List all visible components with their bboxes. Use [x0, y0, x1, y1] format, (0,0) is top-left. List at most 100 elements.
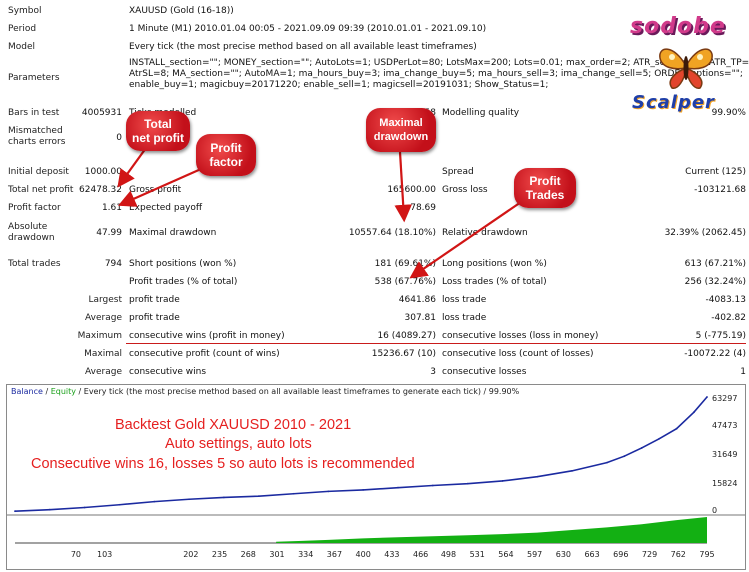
balance-point	[693, 411, 695, 414]
total-trades-value: 794	[104, 259, 122, 269]
short-positions-value: 181 (69.61%)	[374, 259, 436, 269]
highlight-separator-top	[126, 343, 746, 344]
average-profit-value: 307.81	[404, 313, 437, 323]
balance-point	[362, 489, 365, 491]
maximal-drawdown-label: Maximal drawdown	[129, 228, 217, 238]
chart-plot	[7, 396, 745, 544]
largest-label: Largest	[88, 295, 122, 305]
x-tick-label: 531	[469, 550, 485, 559]
balance-point	[83, 506, 86, 509]
average-consecutive-losses-label: consecutive losses	[442, 367, 527, 377]
balance-point	[223, 496, 225, 499]
total-net-profit-label: Total net profit	[8, 185, 74, 195]
arrow-total-net-profit	[117, 147, 147, 188]
profit-factor-value: 1.61	[101, 203, 122, 213]
average-label: Average	[85, 313, 122, 323]
maximal-label: Maximal	[84, 349, 122, 359]
period-value: 1 Minute (M1) 2010.01.04 00:05 - 2021.09…	[129, 24, 487, 34]
average-loss-label: loss trade	[442, 313, 487, 323]
modelling-quality-value: 99.90%	[711, 108, 746, 118]
x-tick-label: 367	[326, 550, 343, 559]
x-tick-label: 334	[298, 550, 314, 559]
x-tick-label: 103	[97, 550, 113, 559]
x-tick-label: 235	[211, 550, 228, 559]
callout-profit-trades: Profit Trades	[514, 168, 576, 208]
initial-deposit-value: 1000.00	[84, 167, 122, 177]
maximal-loss-label: consecutive loss (count of losses)	[442, 349, 594, 359]
callout-profit-factor: Profit factor	[196, 134, 256, 176]
gross-profit-value: 165600.00	[387, 185, 436, 195]
callout-total-net-profit-line-2: net profit	[132, 131, 184, 145]
maximal-loss-value: -10072.22 (4)	[684, 349, 746, 359]
x-tick-label: 466	[412, 550, 429, 559]
chart-header: Balance / Equity / Every tick (the most …	[11, 387, 519, 396]
callout-profit-factor-line-2: factor	[209, 155, 243, 169]
y-tick-label: 63297	[712, 394, 738, 403]
y-tick-label: 15824	[712, 479, 738, 488]
y-tick-label: 0	[712, 506, 718, 515]
legend-separator: /	[42, 387, 51, 396]
bars-in-test-label: Bars in test	[8, 108, 60, 118]
maximal-profit-label: consecutive profit (count of wins)	[129, 349, 280, 359]
x-tick-label: 498	[440, 550, 457, 559]
model-label: Model	[8, 42, 36, 52]
balance-point	[431, 484, 434, 487]
x-tick-label: 268	[240, 550, 256, 559]
expected-payoff-value: 78.69	[410, 203, 436, 213]
initial-deposit-label: Initial deposit	[8, 167, 69, 177]
absolute-drawdown-label-line-2: drawdown	[8, 233, 55, 243]
logo-text-top: sodobe	[630, 14, 726, 39]
chart-overlay-line-2: Auto settings, auto lots	[165, 436, 312, 452]
balance-point	[118, 503, 121, 506]
balance-point	[675, 427, 678, 430]
arrow-maximal-drawdown	[394, 151, 412, 223]
sodobe-scalper-logo: sodobe Scalper	[626, 4, 746, 116]
maximum-label: Maximum	[77, 331, 122, 341]
balance-point	[14, 510, 16, 513]
balance-point	[658, 437, 661, 440]
balance-chart: Balance / Equity / Every tick (the most …	[6, 384, 746, 570]
parameters-label: Parameters	[8, 73, 60, 83]
callout-profit-trades-line-1: Profit	[529, 174, 561, 188]
balance-point	[501, 480, 504, 482]
modelling-quality-label: Modelling quality	[442, 108, 520, 118]
legend-balance: Balance	[11, 387, 43, 396]
maximum-wins-value: 16 (4089.27)	[377, 331, 436, 341]
symbol-value: XAUUSD (Gold (16-18))	[129, 6, 234, 16]
total-trades-label: Total trades	[8, 259, 61, 269]
callout-maximal-drawdown-line-1: Maximal	[379, 117, 423, 129]
callout-total-net-profit: Total net profit	[126, 111, 190, 151]
x-tick-label: 663	[584, 550, 600, 559]
x-tick-label: 400	[355, 550, 371, 559]
x-tick-label: 202	[183, 550, 199, 559]
largest-profit-value: 4641.86	[398, 295, 436, 305]
balance-point	[706, 396, 708, 398]
absolute-drawdown-label-line-1: Absolute	[8, 222, 48, 232]
maximal-profit-value: 15236.67 (10)	[371, 349, 436, 359]
average-consecutive-wins-label: consecutive wins	[129, 367, 207, 377]
long-positions-label: Long positions (won %)	[442, 259, 547, 269]
total-net-profit-value: 62478.32	[79, 185, 122, 195]
balance-point	[292, 492, 295, 495]
balance-point	[397, 486, 399, 489]
average-loss-value: -402.82	[711, 313, 746, 323]
x-tick-label: 433	[384, 550, 400, 559]
backtest-report: Symbol XAUUSD (Gold (16-18)) Period 1 Mi…	[8, 4, 749, 377]
balance-point	[188, 498, 190, 501]
largest-profit-label: profit trade	[129, 295, 180, 305]
balance-point	[640, 447, 643, 449]
x-tick-label: 762	[670, 550, 686, 559]
balance-point	[48, 508, 51, 511]
maximum-wins-label: consecutive wins (profit in money)	[129, 331, 285, 341]
x-tick-label: 564	[498, 550, 514, 559]
maximal-drawdown-value: 10557.64 (18.10%)	[348, 228, 436, 238]
mismatched-label-line-1: Mismatched	[8, 126, 63, 136]
parameters-line-2: AtrSL=8; MA_section=""; AutoMA=1; ma_hou…	[129, 69, 743, 79]
parameters-line-1: INSTALL_section=""; MONEY_section=""; Au…	[129, 58, 749, 68]
x-tick-label: 70	[70, 550, 82, 559]
loss-trades-value: 256 (32.24%)	[684, 277, 746, 287]
balance-point	[153, 500, 156, 503]
gross-loss-value: -103121.68	[694, 185, 746, 195]
bars-in-test-value: 4005931	[81, 108, 122, 118]
balance-point	[605, 461, 608, 464]
